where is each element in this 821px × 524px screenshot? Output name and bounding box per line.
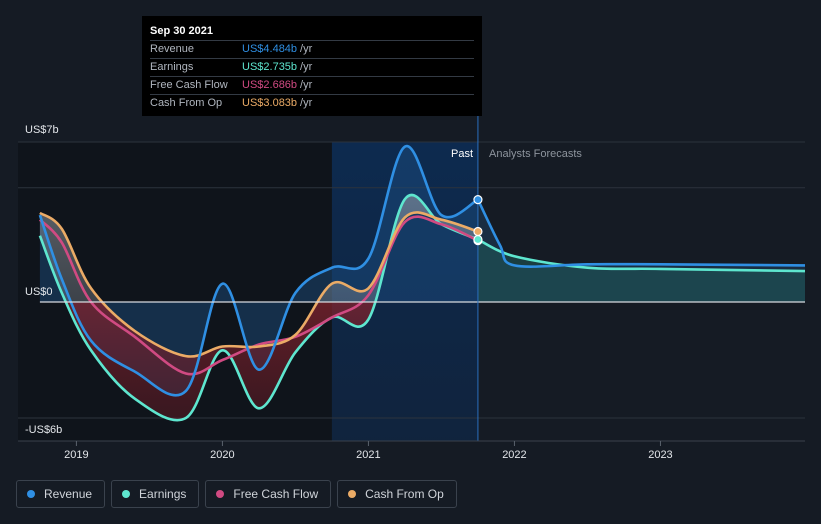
- earnings-line: [38, 193, 479, 422]
- tooltip-row-revenue: Revenue US$4.484b /yr: [150, 40, 474, 58]
- legend: Revenue Earnings Free Cash Flow Cash Fro…: [16, 480, 457, 508]
- tooltip-date: Sep 30 2021: [150, 25, 213, 37]
- legend-label: Revenue: [44, 487, 93, 501]
- tooltip-unit: /yr: [300, 61, 313, 73]
- revenue-marker: [473, 195, 483, 205]
- earnings-forecast-area: [477, 239, 805, 302]
- x-tick-label: 2020: [210, 449, 234, 461]
- y-label-zero: US$0: [25, 286, 53, 298]
- legend-item-revenue[interactable]: Revenue: [16, 480, 106, 508]
- tooltip-value: US$2.686b: [242, 79, 298, 91]
- x-tick-label: 2023: [648, 449, 672, 461]
- legend-item-cash-from-op[interactable]: Cash From Op: [337, 480, 457, 508]
- legend-dot-icon: [27, 490, 35, 498]
- tooltip: Sep 30 2021 Revenue US$4.484b /yr Earnin…: [142, 16, 482, 116]
- tooltip-row-cfo: Cash From Op US$3.083b /yr: [150, 94, 474, 112]
- x-tick-label: 2019: [64, 449, 88, 461]
- tooltip-unit: /yr: [300, 97, 313, 109]
- tooltip-value: US$3.083b: [242, 97, 298, 109]
- earnings-forecast-line: [477, 238, 806, 273]
- cash-from-op-line: [39, 211, 479, 358]
- x-tick-label: 2022: [502, 449, 526, 461]
- earnings-marker: [473, 234, 483, 245]
- tooltip-unit: /yr: [300, 43, 313, 55]
- tooltip-row-earnings: Earnings US$2.735b /yr: [150, 58, 474, 76]
- earnings-forecast-fill: [477, 239, 805, 302]
- y-label-bottom: -US$6b: [25, 424, 62, 436]
- x-axis-ticks: 2019 2020 2021 2022 2023: [64, 441, 673, 461]
- legend-label: Earnings: [139, 487, 187, 501]
- tooltip-label: Cash From Op: [150, 97, 223, 109]
- tooltip-value: US$4.484b: [242, 43, 298, 55]
- x-tick-label: 2021: [356, 449, 380, 461]
- gridlines: [18, 141, 805, 419]
- cfo-marker: [473, 226, 483, 237]
- tooltip-label: Earnings: [150, 61, 194, 73]
- legend-dot-icon: [348, 490, 357, 498]
- legend-dot-icon: [216, 490, 225, 498]
- past-label: Past: [451, 148, 473, 160]
- markers: [473, 195, 483, 246]
- tooltip-unit: /yr: [300, 79, 313, 91]
- legend-item-earnings[interactable]: Earnings: [111, 480, 200, 508]
- forecast-label: Analysts Forecasts: [489, 148, 582, 160]
- legend-label: Free Cash Flow: [233, 487, 319, 501]
- y-label-top: US$7b: [25, 124, 59, 136]
- tooltip-label: Revenue: [150, 43, 195, 55]
- revenue-line: [38, 145, 479, 397]
- revenue-area: [39, 146, 478, 396]
- revenue-forecast-line: [476, 199, 806, 268]
- tooltip-row-fcf: Free Cash Flow US$2.686b /yr: [150, 76, 474, 94]
- legend-item-free-cash-flow[interactable]: Free Cash Flow: [205, 480, 332, 508]
- tooltip-value: US$2.735b: [242, 61, 298, 73]
- cash-flow-negative-area: [65, 302, 376, 420]
- legend-dot-icon: [122, 490, 131, 498]
- tooltip-label: Free Cash Flow: [150, 79, 228, 91]
- legend-label: Cash From Op: [365, 487, 444, 501]
